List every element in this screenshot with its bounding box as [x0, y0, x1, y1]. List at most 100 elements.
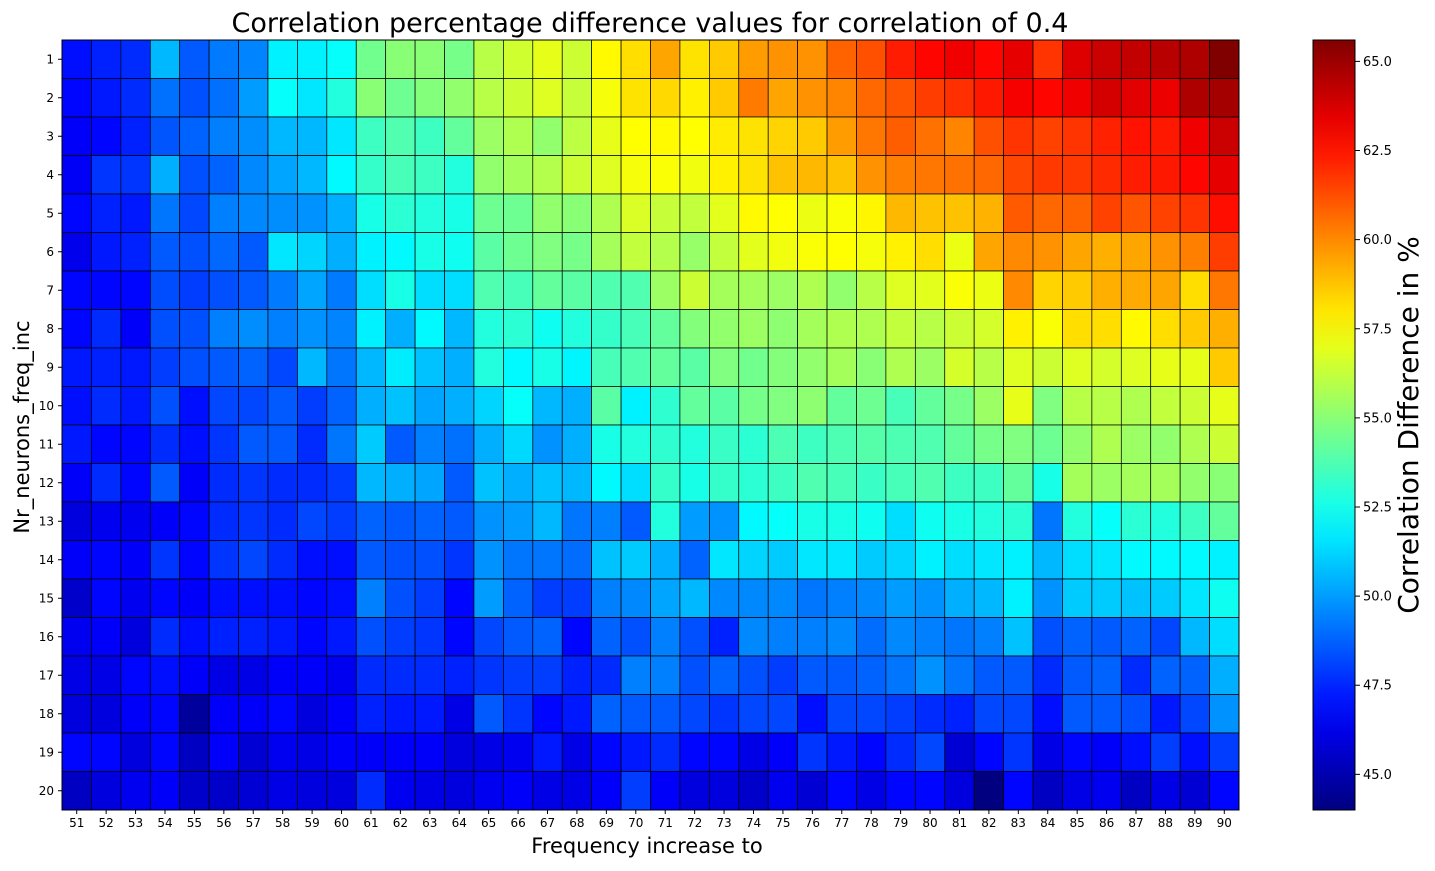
- heatmap-cell: [1150, 193, 1181, 233]
- heatmap-cell: [561, 732, 593, 772]
- heatmap-cell: [149, 771, 181, 811]
- x-tick-label: 58: [275, 816, 290, 830]
- heatmap-cell: [767, 694, 798, 734]
- heatmap-cell: [797, 424, 828, 464]
- heatmap-cell: [385, 116, 416, 156]
- heatmap-cell: [238, 386, 269, 426]
- heatmap-cell: [1091, 193, 1122, 233]
- plot-frame: [61, 39, 1240, 811]
- heatmap-cell: [738, 39, 769, 79]
- heatmap-cell: [473, 540, 504, 580]
- heatmap-cell: [532, 155, 563, 195]
- y-tick-label: 5: [46, 206, 54, 220]
- heatmap-cell: [1150, 617, 1181, 657]
- heatmap-cell: [297, 732, 328, 772]
- heatmap-cell: [620, 116, 651, 156]
- heatmap-cell: [1062, 386, 1093, 426]
- y-tick-label: 11: [39, 437, 54, 451]
- heatmap-cell: [738, 386, 769, 426]
- heatmap-cell: [767, 116, 798, 156]
- heatmap-cell: [61, 78, 92, 118]
- heatmap-cell: [1003, 771, 1034, 811]
- heatmap-cell: [650, 193, 681, 233]
- heatmap-cell: [91, 424, 122, 464]
- heatmap-cell: [767, 540, 798, 580]
- heatmap-cell: [1120, 463, 1152, 503]
- heatmap-cell: [591, 501, 622, 541]
- heatmap-cell: [503, 193, 534, 233]
- heatmap-cell: [503, 424, 534, 464]
- heatmap-cell: [532, 78, 563, 118]
- heatmap-cell: [797, 39, 828, 79]
- heatmap-cell: [532, 424, 563, 464]
- heatmap-cell: [267, 578, 298, 618]
- heatmap-cell: [91, 309, 122, 349]
- heatmap-cell: [973, 155, 1004, 195]
- heatmap-cell: [179, 732, 210, 772]
- heatmap-cell: [61, 732, 92, 772]
- heatmap-cell: [120, 232, 151, 272]
- heatmap-cell: [179, 193, 210, 233]
- heatmap-cell: [532, 193, 563, 233]
- heatmap-cell: [91, 270, 122, 310]
- heatmap-cell: [856, 732, 887, 772]
- heatmap-cell: [385, 347, 416, 387]
- heatmap-cell: [238, 771, 269, 811]
- heatmap-cell: [973, 540, 1004, 580]
- heatmap-cell: [914, 771, 946, 811]
- heatmap-cell: [708, 270, 740, 310]
- heatmap-cell: [1150, 347, 1181, 387]
- heatmap-cell: [591, 155, 622, 195]
- heatmap-cell: [473, 463, 504, 503]
- heatmap-cell: [650, 694, 681, 734]
- heatmap-cell: [1091, 463, 1122, 503]
- y-tick-label: 2: [46, 91, 54, 105]
- heatmap-cell: [797, 386, 828, 426]
- heatmap-cell: [708, 155, 740, 195]
- heatmap-cell: [1209, 732, 1240, 772]
- x-tick-label: 89: [1187, 816, 1202, 830]
- heatmap-cell: [679, 771, 710, 811]
- heatmap-cell: [856, 617, 887, 657]
- heatmap-cell: [1179, 39, 1210, 79]
- x-tick-label: 86: [1099, 816, 1114, 830]
- heatmap-cell: [1179, 617, 1210, 657]
- heatmap-cell: [444, 540, 475, 580]
- heatmap-cell: [650, 424, 681, 464]
- heatmap-cell: [1062, 540, 1093, 580]
- heatmap-cell: [1091, 732, 1122, 772]
- heatmap-cell: [856, 655, 887, 695]
- heatmap-cell: [1091, 655, 1122, 695]
- heatmap-cell: [1120, 655, 1152, 695]
- heatmap-cell: [914, 193, 946, 233]
- heatmap-cell: [238, 116, 269, 156]
- heatmap-cell: [591, 309, 622, 349]
- heatmap-cell: [885, 116, 916, 156]
- heatmap-cell: [267, 155, 298, 195]
- heatmap-cell: [561, 463, 593, 503]
- heatmap-cell: [1062, 155, 1093, 195]
- heatmap-cell: [885, 463, 916, 503]
- heatmap-cell: [473, 39, 504, 79]
- heatmap-cell: [267, 501, 298, 541]
- heatmap-cell: [297, 501, 328, 541]
- heatmap-cell: [326, 78, 357, 118]
- heatmap-cell: [591, 578, 622, 618]
- heatmap-cell: [620, 732, 651, 772]
- heatmap-cell: [679, 232, 710, 272]
- heatmap-cell: [1032, 155, 1063, 195]
- heatmap-cell: [149, 39, 181, 79]
- heatmap-cell: [238, 39, 269, 79]
- heatmap-cell: [1062, 232, 1093, 272]
- heatmap-cell: [503, 309, 534, 349]
- heatmap-cell: [1120, 501, 1152, 541]
- heatmap-cell: [973, 78, 1004, 118]
- heatmap-cell: [738, 463, 769, 503]
- heatmap-cell: [61, 116, 92, 156]
- heatmap-cell: [620, 578, 651, 618]
- heatmap-cell: [91, 732, 122, 772]
- heatmap-cell: [885, 617, 916, 657]
- heatmap-cell: [444, 424, 475, 464]
- heatmap-cell: [503, 232, 534, 272]
- heatmap-cell: [267, 540, 298, 580]
